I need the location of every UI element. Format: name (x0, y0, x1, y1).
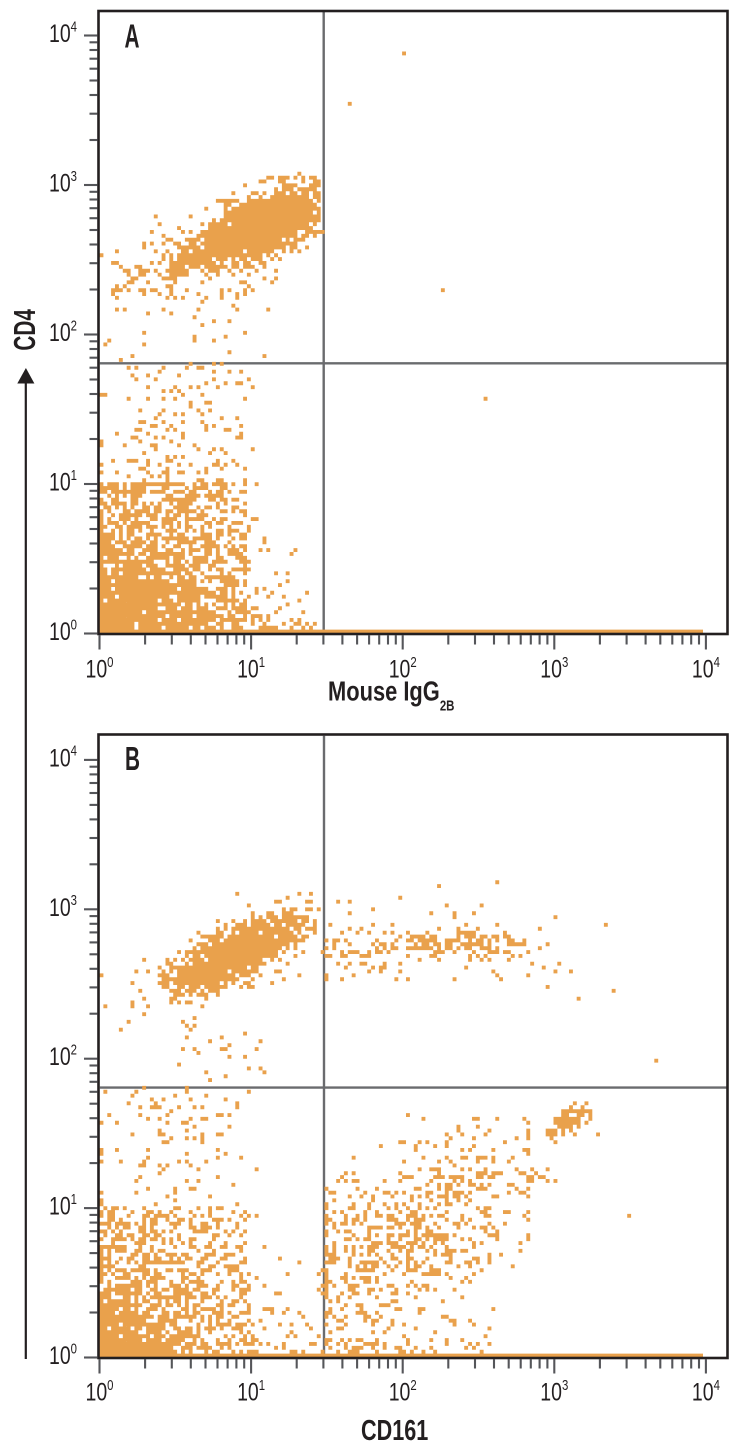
svg-text:102: 102 (49, 317, 77, 347)
svg-text:102: 102 (389, 653, 417, 683)
svg-text:100: 100 (49, 1340, 77, 1370)
svg-text:100: 100 (85, 653, 113, 683)
svg-text:102: 102 (389, 1376, 417, 1406)
svg-text:104: 104 (692, 1376, 720, 1406)
svg-text:104: 104 (49, 18, 77, 48)
svg-text:101: 101 (237, 653, 265, 683)
svg-text:CD161: CD161 (361, 1415, 428, 1446)
svg-text:103: 103 (49, 167, 77, 197)
svg-text:101: 101 (49, 1191, 77, 1221)
svg-text:104: 104 (692, 653, 720, 683)
svg-text:103: 103 (540, 653, 568, 683)
svg-text:103: 103 (540, 1376, 568, 1406)
svg-text:103: 103 (49, 892, 77, 922)
svg-text:104: 104 (49, 742, 77, 772)
svg-text:100: 100 (49, 616, 77, 646)
svg-text:102: 102 (49, 1041, 77, 1071)
svg-text:101: 101 (49, 466, 77, 496)
svg-text:100: 100 (85, 1376, 113, 1406)
svg-text:101: 101 (237, 1376, 265, 1406)
svg-text:B: B (125, 740, 140, 777)
svg-text:CD4: CD4 (7, 309, 42, 351)
svg-text:A: A (125, 17, 140, 54)
